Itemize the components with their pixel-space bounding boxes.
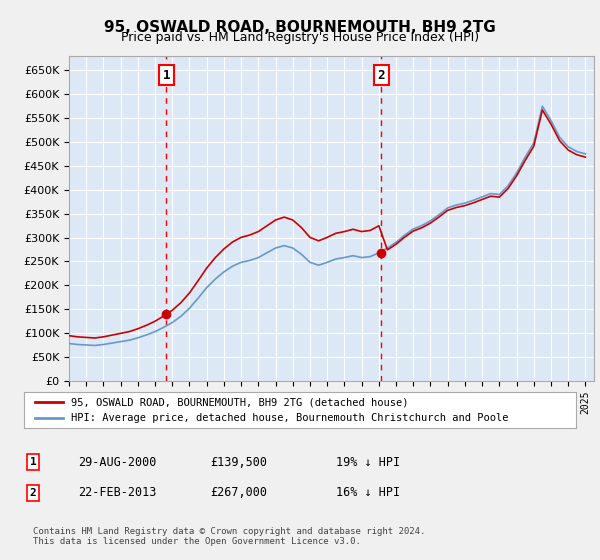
Text: 29-AUG-2000: 29-AUG-2000 [78,455,157,469]
Text: Price paid vs. HM Land Registry's House Price Index (HPI): Price paid vs. HM Land Registry's House … [121,31,479,44]
Text: 95, OSWALD ROAD, BOURNEMOUTH, BH9 2TG (detached house): 95, OSWALD ROAD, BOURNEMOUTH, BH9 2TG (d… [71,397,409,407]
Text: 95, OSWALD ROAD, BOURNEMOUTH, BH9 2TG: 95, OSWALD ROAD, BOURNEMOUTH, BH9 2TG [104,20,496,35]
Text: 22-FEB-2013: 22-FEB-2013 [78,486,157,500]
Text: 2: 2 [29,488,37,498]
Text: 19% ↓ HPI: 19% ↓ HPI [336,455,400,469]
Text: £267,000: £267,000 [210,486,267,500]
Text: 16% ↓ HPI: 16% ↓ HPI [336,486,400,500]
Text: HPI: Average price, detached house, Bournemouth Christchurch and Poole: HPI: Average price, detached house, Bour… [71,413,508,423]
Text: Contains HM Land Registry data © Crown copyright and database right 2024.
This d: Contains HM Land Registry data © Crown c… [33,526,425,546]
Text: £139,500: £139,500 [210,455,267,469]
Text: 1: 1 [29,457,37,467]
Text: 2: 2 [377,69,385,82]
Text: 1: 1 [163,69,170,82]
